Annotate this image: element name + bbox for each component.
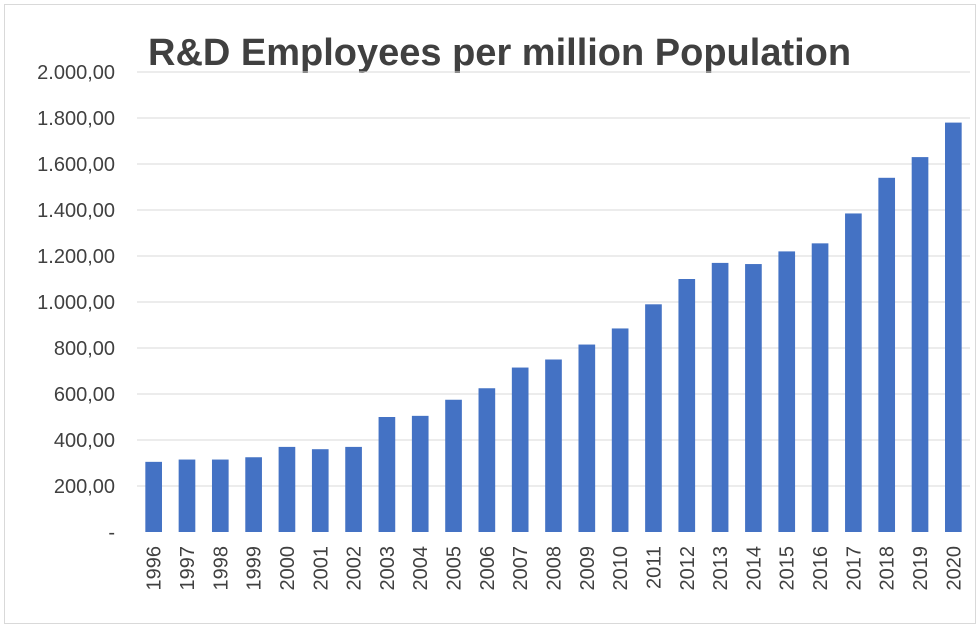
y-tick-label: 200,00 [54,476,115,498]
bar-1997 [178,459,196,532]
x-tick-label: 2014 [743,546,765,591]
x-tick-label: 2004 [410,546,432,591]
bar-2002 [345,446,362,532]
bar-2019 [911,157,929,532]
y-tick-label: 800,00 [54,338,115,360]
bar-2015 [778,251,796,532]
y-tick-label: 400,00 [54,430,115,452]
chart-title: R&D Employees per million Population [148,32,852,74]
x-tick-label: 2018 [877,546,899,591]
y-axis-ticks: - 200,00 400,00 600,00 800,00 1.000,00 1.200,0… [37,62,115,544]
bar-2004 [411,415,429,532]
x-tick-label: 2005 [444,546,466,591]
x-tick-label: 2000 [277,546,299,591]
x-tick-label: 2003 [377,546,399,591]
y-tick-label: 1.200,00 [37,246,115,268]
bar-2007 [511,367,529,532]
bar-2009 [578,344,596,532]
y-tick-label: 1.000,00 [37,292,115,314]
x-tick-label: 1997 [177,546,199,591]
bar-2008 [545,359,562,532]
y-tick-label: 1.600,00 [37,154,115,176]
bars [145,122,962,533]
x-tick-label: 1998 [210,546,232,591]
x-tick-label: 2001 [310,546,332,591]
bar-2003 [378,417,396,532]
x-tick-label: 2020 [943,546,965,591]
x-tick-label: 2002 [344,546,366,591]
bar-1996 [145,461,162,532]
x-tick-label: 2015 [777,546,799,591]
x-tick-label: 2012 [677,546,699,591]
bar-2005 [445,399,462,532]
x-tick-label: 2007 [510,546,532,591]
x-tick-label: 2013 [710,546,732,591]
y-tick-label: 1.800,00 [37,108,115,130]
bar-2017 [845,213,862,532]
x-tick-label: 2010 [610,546,632,591]
bar-2001 [311,449,329,532]
x-tick-label: 2008 [544,546,566,591]
y-tick-label: - [108,522,115,544]
x-tick-label: 1999 [244,546,266,591]
x-axis-ticks: 1996 1997 1998 1999 2000 2001 2002 2003 2004 2005… [144,546,966,591]
bar-1999 [245,457,262,532]
y-tick-label: 600,00 [54,384,115,406]
x-tick-label: 2019 [910,546,932,591]
x-tick-label: 2011 [643,546,665,589]
bar-2018 [878,177,896,533]
y-tick-label: 1.400,00 [37,200,115,222]
x-tick-label: 2016 [810,546,832,591]
x-tick-label: 1996 [144,546,166,591]
bar-2010 [611,328,629,532]
x-tick-label: 2006 [477,546,499,591]
y-tick-label: 2.000,00 [37,62,115,84]
x-tick-label: 2017 [843,546,865,591]
x-tick-label: 2009 [577,546,599,591]
bar-chart: - 200,00 400,00 600,00 800,00 1.000,00 1.200,0… [37,62,970,591]
bar-1998 [211,459,229,532]
bar-2011 [645,304,662,532]
bar-2020 [945,122,962,532]
bar-2014 [745,264,762,532]
bar-2012 [678,279,696,532]
bar-2000 [278,446,296,532]
bar-2016 [811,243,829,532]
bar-2013 [711,262,729,532]
bar-2006 [478,388,496,532]
